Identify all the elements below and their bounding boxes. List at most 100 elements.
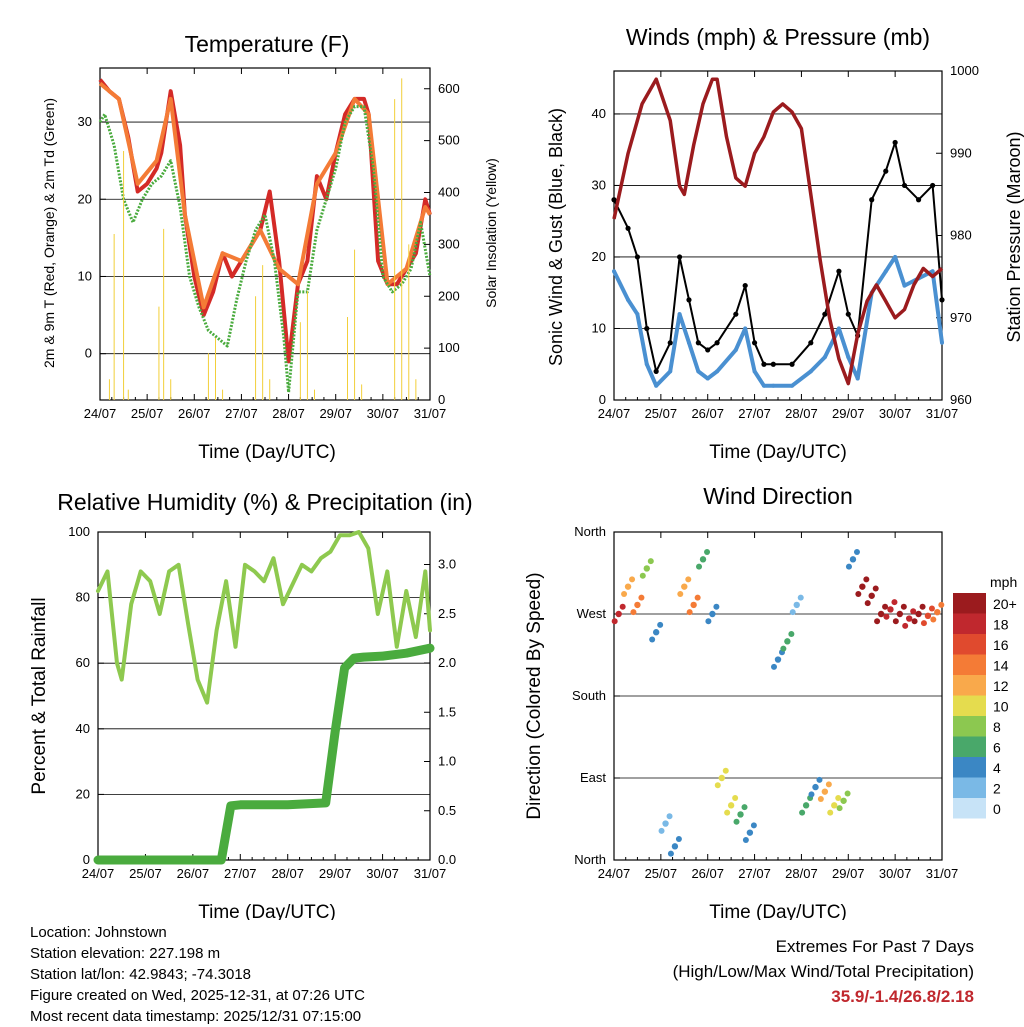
direction-point <box>849 556 857 563</box>
wind-point <box>902 283 907 288</box>
gust-point <box>822 311 828 317</box>
direction-point <box>709 610 716 618</box>
direction-point <box>686 609 693 616</box>
direction-point <box>649 636 656 643</box>
direction-point <box>812 783 819 791</box>
legend-label: 6 <box>993 740 1001 756</box>
legend-swatch <box>953 757 986 778</box>
direction-plot: 24/07 25/07 26/07 27/07 28/07 29/07 30/07 31/07… <box>572 524 958 881</box>
legend-swatch <box>953 593 986 614</box>
station-latlon: Station lat/lon: 42.9843; -74.3018 <box>30 966 252 983</box>
direction-point <box>797 594 804 601</box>
direction-point <box>737 811 744 818</box>
legend-swatch <box>953 634 986 655</box>
direction-point <box>808 791 815 798</box>
direction-point <box>910 608 917 615</box>
x-tick-label: 30/07 <box>879 866 912 881</box>
direction-point <box>750 822 757 829</box>
y2-tick-label: 990 <box>950 145 972 160</box>
direction-point <box>681 583 688 590</box>
wind-point <box>940 340 944 345</box>
y-tick-label: 10 <box>592 320 606 335</box>
direction-point <box>882 603 889 610</box>
direction-title: Wind Direction <box>703 483 853 509</box>
wind-point <box>761 383 766 388</box>
y2-tick-label: 960 <box>950 392 972 407</box>
direction-point <box>634 601 641 609</box>
wind-point <box>733 347 738 352</box>
direction-point <box>872 585 879 592</box>
y-tick-label: North <box>574 852 606 867</box>
gust-point <box>915 197 922 203</box>
gust-point <box>634 254 641 260</box>
direction-point <box>817 795 824 802</box>
direction-point <box>855 590 862 597</box>
wind-point <box>654 383 659 388</box>
meteogram-figure: Temperature (F) 2m & 9m T (Red, Orange) … <box>29 24 1024 920</box>
gust-point <box>901 182 908 189</box>
direction-point <box>611 618 618 625</box>
legend-swatch <box>953 613 986 634</box>
legend-label: 14 <box>993 658 1009 674</box>
gust-point <box>714 340 720 346</box>
direction-point <box>771 663 777 670</box>
direction-point <box>911 618 918 625</box>
legend-swatch <box>953 736 986 757</box>
direction-point <box>741 804 748 811</box>
wind-point <box>626 297 631 302</box>
x-tick-label: 27/07 <box>225 406 258 421</box>
direction-point <box>868 592 875 599</box>
direction-point <box>675 836 682 843</box>
gust-point <box>742 282 748 289</box>
gust-point <box>869 197 875 203</box>
direction-point <box>724 809 731 816</box>
direction-point <box>746 829 754 836</box>
humidity-title: Relative Humidity (%) & Precipitation (i… <box>57 489 472 515</box>
winds-xlabel: Time (Day/UTC) <box>709 442 847 463</box>
direction-point <box>727 802 735 809</box>
direction-point <box>799 809 806 816</box>
direction-point <box>624 583 632 590</box>
direction-point <box>853 549 860 556</box>
y2-tick-label: 200 <box>438 288 460 303</box>
x-tick-label: 26/07 <box>691 406 724 421</box>
wind-point <box>790 383 795 388</box>
gust-point <box>808 340 814 346</box>
wind-point <box>822 355 827 360</box>
legend-label: 0 <box>993 801 1001 817</box>
gust-point <box>836 268 842 274</box>
x-tick-label: 26/07 <box>691 866 724 881</box>
gust-point <box>892 139 898 146</box>
winds-title: Winds (mph) & Pressure (mb) <box>626 24 930 50</box>
y-tick-label: 0 <box>83 852 90 867</box>
gust-point <box>644 325 650 332</box>
direction-point <box>774 656 782 663</box>
direction-point <box>685 576 692 583</box>
gust-point <box>939 297 945 303</box>
wind-point <box>808 369 813 374</box>
legend-label: 16 <box>993 637 1009 653</box>
y-tick-label: 10 <box>78 268 92 283</box>
wind-point <box>752 369 757 374</box>
legend-label: 4 <box>993 760 1001 776</box>
legend-swatch <box>953 675 986 696</box>
direction-point <box>658 827 665 834</box>
extremes-box: Extremes For Past 7 Days (High/Low/Max W… <box>673 934 974 1009</box>
direction-point <box>906 615 913 622</box>
gust-point <box>761 361 767 367</box>
x-tick-label: 29/07 <box>319 866 352 881</box>
y2-tick-label: 400 <box>438 185 460 200</box>
direction-point <box>671 843 679 850</box>
wind-point <box>743 326 748 331</box>
y-tick-label: South <box>572 688 606 703</box>
direction-point <box>920 620 927 627</box>
direction-point <box>667 850 674 857</box>
temperature-xlabel: Time (Day/UTC) <box>198 442 336 463</box>
x-tick-label: 29/07 <box>319 406 352 421</box>
wind-point <box>686 340 691 345</box>
direction-point <box>705 618 712 625</box>
legend-label: 18 <box>993 617 1009 633</box>
direction-point <box>662 820 669 827</box>
humidity-xlabel: Time (Day/UTC) <box>198 902 336 920</box>
x-tick-label: 24/07 <box>84 406 117 421</box>
